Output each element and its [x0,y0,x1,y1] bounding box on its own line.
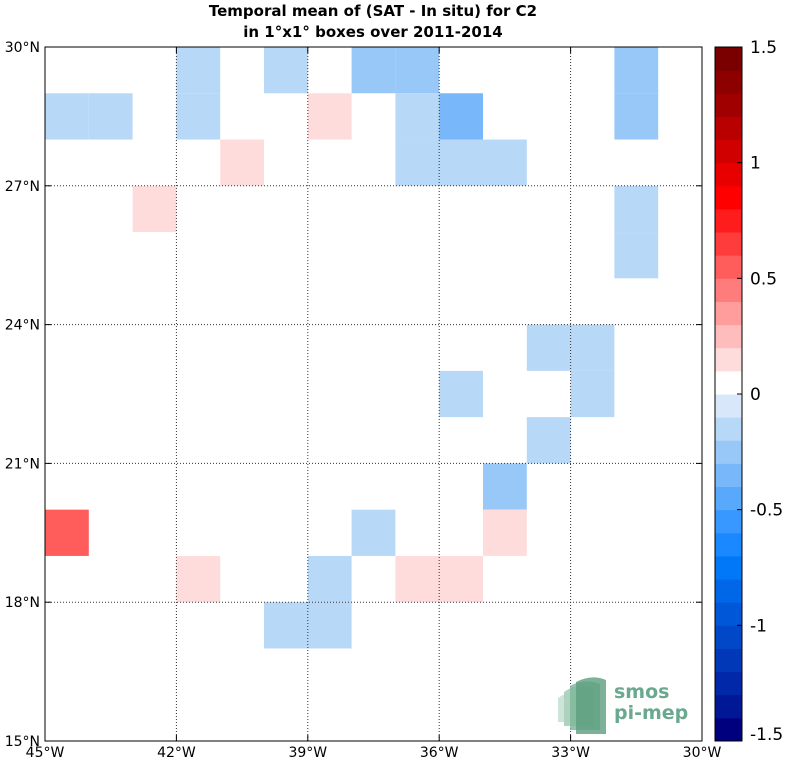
grid-cell [45,93,89,140]
grid-cell [264,602,308,649]
colorbar-segment [715,417,742,441]
grid-cell [176,47,221,94]
colorbar-segment [715,394,742,418]
grid-cell [526,324,571,371]
colorbar [714,46,743,742]
grid-cell [88,93,133,140]
y-tick-label: 30°N [5,40,40,56]
grid-cell [570,324,615,371]
colorbar-segment [715,440,742,464]
grid-cell [395,139,440,186]
colorbar-segment [715,463,742,488]
colorbar-segment [715,232,742,256]
grid-cells [45,47,659,649]
x-tick-label: 30°W [683,745,722,760]
grid-cell [176,555,221,603]
x-tick-label: 36°W [420,745,459,760]
y-tick-label: 18°N [5,595,40,611]
figure-title: Temporal mean of (SAT - In situ) for C2 … [209,2,537,41]
grid-cell [439,370,483,418]
grid-cell [439,139,483,186]
grid-cell [307,602,352,649]
grid-cell [264,47,308,94]
x-tick-label: 33°W [551,745,590,760]
colorbar-tick-label: 1 [750,154,761,174]
colorbar-segment [715,694,742,719]
grid-cell [395,47,440,94]
colorbar-segment [715,162,742,187]
x-tick-label: 39°W [288,745,327,760]
grid-cell [220,139,264,186]
colorbar-segment [715,532,742,557]
colorbar-segment [715,185,742,210]
colorbar-segment [715,509,742,534]
colorbar-segment [715,139,742,164]
colorbar-tick-label: 0.5 [750,269,777,289]
colorbar-segment [715,648,742,673]
y-tick-label: 15°N [5,734,40,750]
colorbar-tick-label: 1.5 [750,38,777,58]
colorbar-tick-label: -1.5 [750,725,783,745]
y-tick-label: 21°N [5,456,40,472]
grid-cell [307,555,352,603]
colorbar-segment [715,278,742,302]
x-axis-ticks: 45°W 42°W 39°W 36°W 33°W 30°W [26,47,722,760]
grid-cell [439,555,483,603]
grid-cell [526,417,571,464]
y-axis-ticks: 15°N 18°N 21°N 24°N 27°N 30°N [5,40,702,750]
grid-cell [132,185,177,233]
grid-cell [570,370,615,418]
colorbar-segment [715,70,742,94]
colorbar-segment [715,602,742,626]
colorbar-segment [715,255,742,279]
grid-cell [307,93,352,140]
colorbar-segment [715,116,742,141]
colorbar-segment [715,347,742,372]
colorbar-segment [715,301,742,326]
grid-cell [439,93,483,140]
grid-cell [45,509,89,556]
grid-cell [483,509,527,556]
title-line-2: in 1°x1° boxes over 2011-2014 [243,23,502,41]
grid-cell [614,185,659,233]
colorbar-segment [715,208,742,233]
colorbar-ticks: 1.5 1 0.5 0 -0.5 -1 -1.5 [737,38,783,745]
x-tick-label: 42°W [157,745,196,760]
logo-text-smos: smos [614,681,669,703]
colorbar-tick-label: 0 [750,385,761,405]
colorbar-segment [715,47,742,71]
colorbar-segment [715,370,742,395]
colorbar-segment [715,717,742,742]
colorbar-tick-label: -0.5 [750,501,783,521]
grid-cell [483,463,527,510]
colorbar-segment [715,671,742,696]
grid-cell [351,47,396,94]
grid-cell [395,555,440,603]
colorbar-segment [715,324,742,349]
grid-cell [176,93,221,140]
logo-emblem [558,677,606,734]
y-tick-label: 27°N [5,179,40,195]
y-tick-label: 24°N [5,318,40,334]
grid-cell [614,93,659,140]
title-line-1: Temporal mean of (SAT - In situ) for C2 [209,2,537,20]
colorbar-tick-label: -1 [750,616,767,636]
grid-cell [614,232,659,279]
colorbar-segment [715,486,742,511]
map-frame [44,46,703,742]
colorbar-segment [715,579,742,603]
grid-cell [395,93,440,140]
grid-cell [483,139,527,186]
grid-cell [614,47,659,94]
smos-pi-mep-logo: smos pi-mep [558,677,688,734]
x-tick-label: 45°W [26,745,65,760]
colorbar-segment [715,93,742,117]
logo-text-pi-mep: pi-mep [614,702,688,724]
colorbar-segment [715,555,742,580]
colorbar-segment [715,625,742,649]
grid-cell [351,509,396,556]
